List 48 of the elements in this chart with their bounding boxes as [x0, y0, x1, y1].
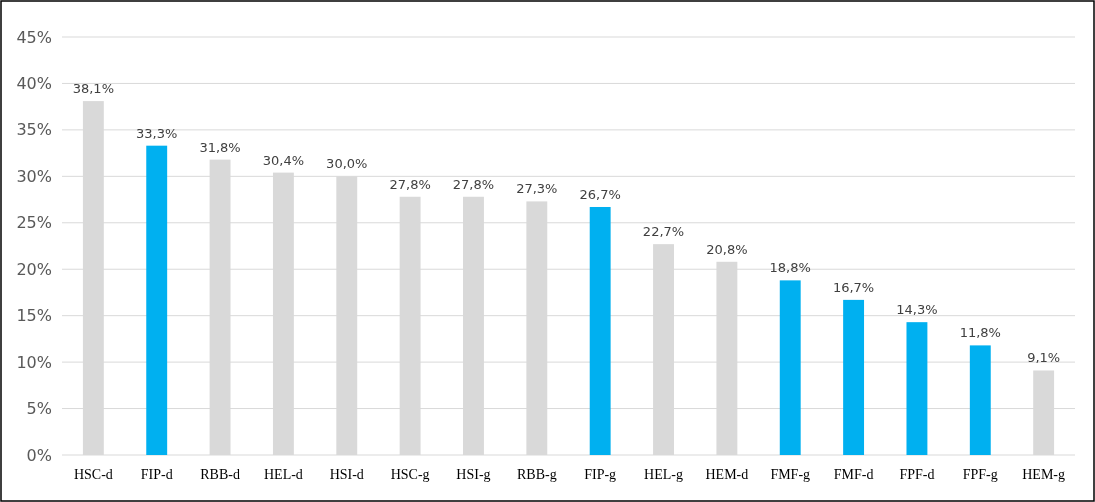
y-tick-label: 15%: [16, 306, 52, 326]
x-tick-label: RBB-g: [516, 467, 557, 482]
y-tick-label: 30%: [16, 166, 52, 186]
x-tick-label: FIP-d: [140, 467, 173, 482]
x-tick-label: HEM-g: [1022, 467, 1066, 482]
data-label: 30,0%: [326, 156, 368, 172]
data-label: 26,7%: [579, 186, 621, 202]
x-tick-label: HEL-d: [263, 467, 303, 482]
bar: [906, 322, 928, 455]
x-tick-label: RBB-d: [200, 467, 240, 482]
y-tick-label: 10%: [16, 352, 52, 372]
x-tick-label: FPF-d: [899, 467, 935, 482]
data-label: 30,4%: [262, 152, 305, 168]
x-tick-label: HEM-d: [705, 467, 749, 482]
data-label: 16,7%: [832, 279, 875, 295]
bar: [589, 206, 611, 455]
y-tick-label: 35%: [16, 120, 52, 140]
data-label: 18,8%: [769, 260, 811, 276]
data-label: 20,8%: [706, 241, 748, 257]
data-label: 11,8%: [959, 325, 1001, 341]
data-label: 14,3%: [896, 302, 938, 318]
bar: [843, 299, 865, 455]
x-tick-label: FIP-g: [584, 467, 617, 482]
bar: [779, 280, 801, 455]
y-tick-label: 25%: [16, 213, 52, 233]
x-tick-label: HSC-d: [73, 467, 113, 482]
data-label: 9,1%: [1027, 350, 1061, 366]
y-tick-label: 5%: [26, 399, 52, 419]
data-label: 31,8%: [199, 139, 241, 155]
x-tick-label: FMF-d: [833, 467, 874, 482]
data-label: 33,3%: [136, 125, 178, 141]
y-tick-label: 20%: [16, 259, 52, 279]
x-tick-label: FMF-g: [770, 467, 811, 482]
x-tick-label: HSI-d: [329, 467, 364, 482]
x-tick-label: HEL-g: [644, 467, 683, 482]
y-tick-label: 0%: [26, 445, 52, 465]
data-label: 27,8%: [389, 176, 431, 192]
data-label: 27,3%: [516, 181, 558, 197]
data-label: 22,7%: [642, 224, 685, 240]
x-tick-label: HSC-g: [390, 467, 430, 482]
bar: [146, 145, 168, 455]
bar: [969, 345, 991, 455]
x-tick-label: FPF-g: [962, 467, 998, 482]
x-tick-label: HSI-g: [456, 467, 491, 482]
y-tick-label: 45%: [16, 27, 52, 47]
y-tick-label: 40%: [16, 74, 52, 94]
data-label: 38,1%: [72, 81, 115, 97]
data-label: 27,8%: [452, 176, 495, 192]
